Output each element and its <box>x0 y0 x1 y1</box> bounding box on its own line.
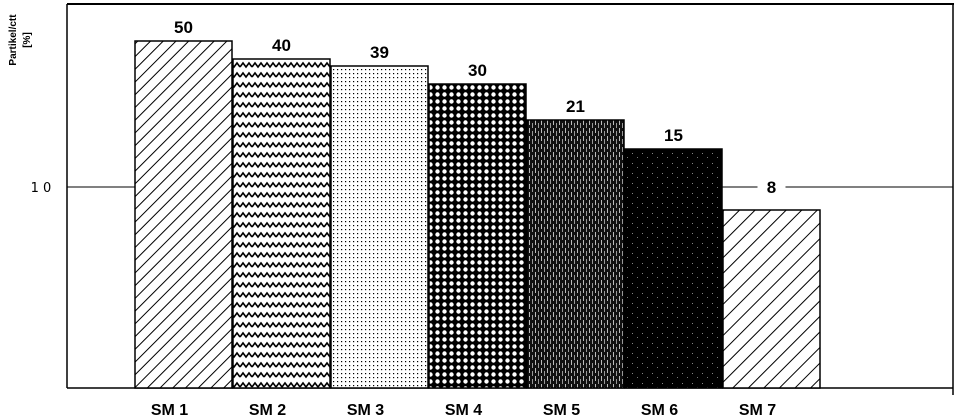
value-label: 40 <box>272 36 291 55</box>
value-label-background <box>757 178 786 196</box>
bar-sm-4 <box>428 83 527 389</box>
category-label: SM 2 <box>249 402 286 419</box>
value-label: 50 <box>174 18 193 37</box>
y-axis-label: Partikel/ctt <box>8 14 19 66</box>
bar-sm-3 <box>330 65 429 389</box>
category-label: SM 7 <box>739 402 776 419</box>
bar-sm-6 <box>624 148 723 389</box>
value-label: 15 <box>664 126 683 145</box>
bar-sm-7 <box>722 209 821 389</box>
category-label: SM 4 <box>445 402 482 419</box>
category-label: SM 3 <box>347 402 384 419</box>
labels-group: 50 SM 1 40 SM 2 39 SM 3 30 SM 4 21 SM 5 15 SM 6 8 SM … <box>151 18 786 419</box>
bar-sm-1 <box>134 40 233 389</box>
value-label: 39 <box>370 43 389 62</box>
category-label: SM 5 <box>543 402 580 419</box>
y-axis-unit: [%] <box>22 32 33 48</box>
category-label: SM 1 <box>151 402 188 419</box>
bar-sm-2 <box>232 58 331 389</box>
value-label: 21 <box>566 97 585 116</box>
bar-sm-5 <box>526 119 625 389</box>
y-tick-label: 1 0 <box>31 181 52 196</box>
bars-group <box>134 40 821 389</box>
value-label: 8 <box>767 178 776 197</box>
category-label: SM 6 <box>641 402 678 419</box>
value-label: 30 <box>468 61 487 80</box>
